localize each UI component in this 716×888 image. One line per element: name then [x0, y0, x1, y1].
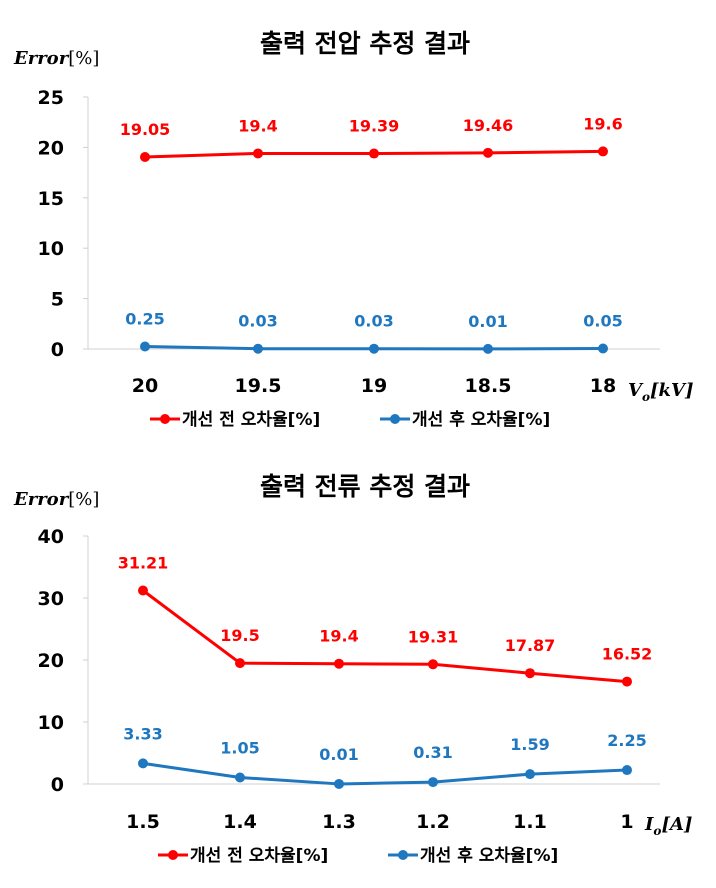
data-label: 19.46: [463, 116, 514, 135]
data-label: 0.05: [583, 311, 622, 330]
data-label: 0.03: [354, 312, 393, 331]
series-before: 31.21 19.5 19.4 19.31 17.87 16.52: [118, 553, 653, 687]
legend-label: 개선 후 오차율[%]: [412, 409, 550, 430]
data-point: [525, 769, 535, 780]
x-tick-label: 1.4: [223, 811, 257, 833]
x-tick-label: 1.2: [416, 811, 450, 833]
x-tick-label: 20: [132, 375, 158, 397]
data-label: 19.05: [120, 120, 171, 139]
data-label: 0.03: [238, 312, 277, 331]
legend-label: 개선 후 오차율[%]: [420, 845, 558, 866]
y-axis-label: Error[%]: [13, 489, 99, 510]
data-label: 19.5: [220, 626, 259, 645]
x-axis-label: Io[A]: [644, 814, 692, 838]
y-tick-label: 30: [38, 588, 64, 610]
x-tick-label: 19.5: [235, 375, 282, 397]
data-point: [140, 151, 150, 162]
chart-title: 출력 전류 추정 결과: [260, 472, 470, 501]
x-tick-label: 18.5: [465, 375, 512, 397]
x-tick-label: 18: [590, 375, 616, 397]
legend-label: 개선 전 오차율[%]: [182, 410, 320, 430]
data-point: [140, 341, 150, 352]
data-point: [525, 668, 535, 679]
data-label: 19.4: [238, 116, 277, 135]
data-point: [253, 148, 263, 159]
data-label: 2.25: [607, 731, 646, 750]
x-tick-label: 1.5: [126, 811, 160, 833]
data-point: [598, 146, 608, 157]
data-point: [598, 343, 608, 354]
series-line: [142, 761, 628, 786]
data-point: [428, 777, 438, 788]
data-label: 0.01: [468, 312, 507, 331]
data-label: 0.01: [319, 745, 358, 764]
data-label: 1.59: [510, 735, 549, 754]
data-point: [428, 659, 438, 670]
data-label: 19.39: [349, 117, 400, 136]
chart-2: 출력 전류 추정 결과 Error[%] 0 10 20 30 40 1.5 1.4 1.3 1.2…: [13, 472, 692, 866]
data-label: 1.05: [220, 738, 259, 757]
data-point: [138, 758, 148, 769]
legend-marker: [398, 850, 408, 860]
data-label: 3.33: [123, 724, 162, 743]
y-axis-label: Error[%]: [13, 48, 99, 69]
data-label: 19.4: [319, 627, 358, 646]
series-after: 3.33 1.05 0.01 0.31 1.59 2.25: [123, 724, 647, 789]
series-before: 19.05 19.4 19.39 19.46 19.6: [120, 114, 623, 162]
data-point: [235, 658, 245, 669]
chart-title: 출력 전압 추정 결과: [260, 29, 470, 58]
legend: 개선 전 오차율[%] 개선 후 오차율[%]: [150, 409, 550, 430]
data-label: 0.31: [413, 743, 452, 762]
data-point: [235, 772, 245, 783]
data-point: [483, 343, 493, 354]
y-tick-label: 15: [38, 188, 64, 210]
data-point: [253, 343, 263, 354]
data-point: [369, 343, 379, 354]
x-tick-label: 1: [620, 811, 633, 833]
legend-marker: [168, 850, 178, 860]
x-tick-label: 1.3: [322, 811, 356, 833]
legend: 개선 전 오차율[%] 개선 후 오차율[%]: [158, 845, 558, 866]
data-point: [483, 147, 493, 158]
data-point: [334, 778, 344, 789]
x-axis-label: Vo[kV]: [628, 380, 693, 404]
series-after: 0.25 0.03 0.03 0.01 0.05: [125, 309, 623, 354]
x-tick-label: 19: [361, 375, 387, 397]
data-label: 19.6: [583, 114, 622, 133]
legend-label: 개선 전 오차율[%]: [190, 846, 328, 866]
y-tick-label: 0: [51, 774, 64, 796]
data-label: 0.25: [125, 309, 164, 328]
data-point: [369, 148, 379, 159]
legend-marker: [390, 414, 400, 424]
y-tick-label: 0: [51, 339, 64, 361]
y-tick-label: 40: [38, 526, 64, 548]
data-point: [138, 585, 148, 596]
legend-marker: [160, 414, 170, 424]
data-label: 19.31: [408, 627, 459, 646]
y-tick-label: 25: [38, 87, 64, 109]
data-point: [334, 658, 344, 669]
data-point: [622, 765, 632, 776]
data-point: [622, 676, 632, 687]
x-tick-label: 1.1: [513, 811, 547, 833]
y-tick-label: 5: [51, 289, 64, 311]
data-label: 16.52: [602, 645, 653, 664]
data-label: 31.21: [118, 553, 169, 572]
chart-1: 출력 전압 추정 결과 Error[%] 0 5 10 15 20 25 20 19.5 19 18.…: [13, 29, 693, 430]
y-tick-label: 10: [38, 712, 64, 734]
y-tick-label: 10: [38, 238, 64, 260]
data-label: 17.87: [505, 636, 556, 655]
y-tick-label: 20: [38, 137, 64, 159]
y-tick-label: 20: [38, 650, 64, 672]
series-line: [142, 589, 628, 684]
